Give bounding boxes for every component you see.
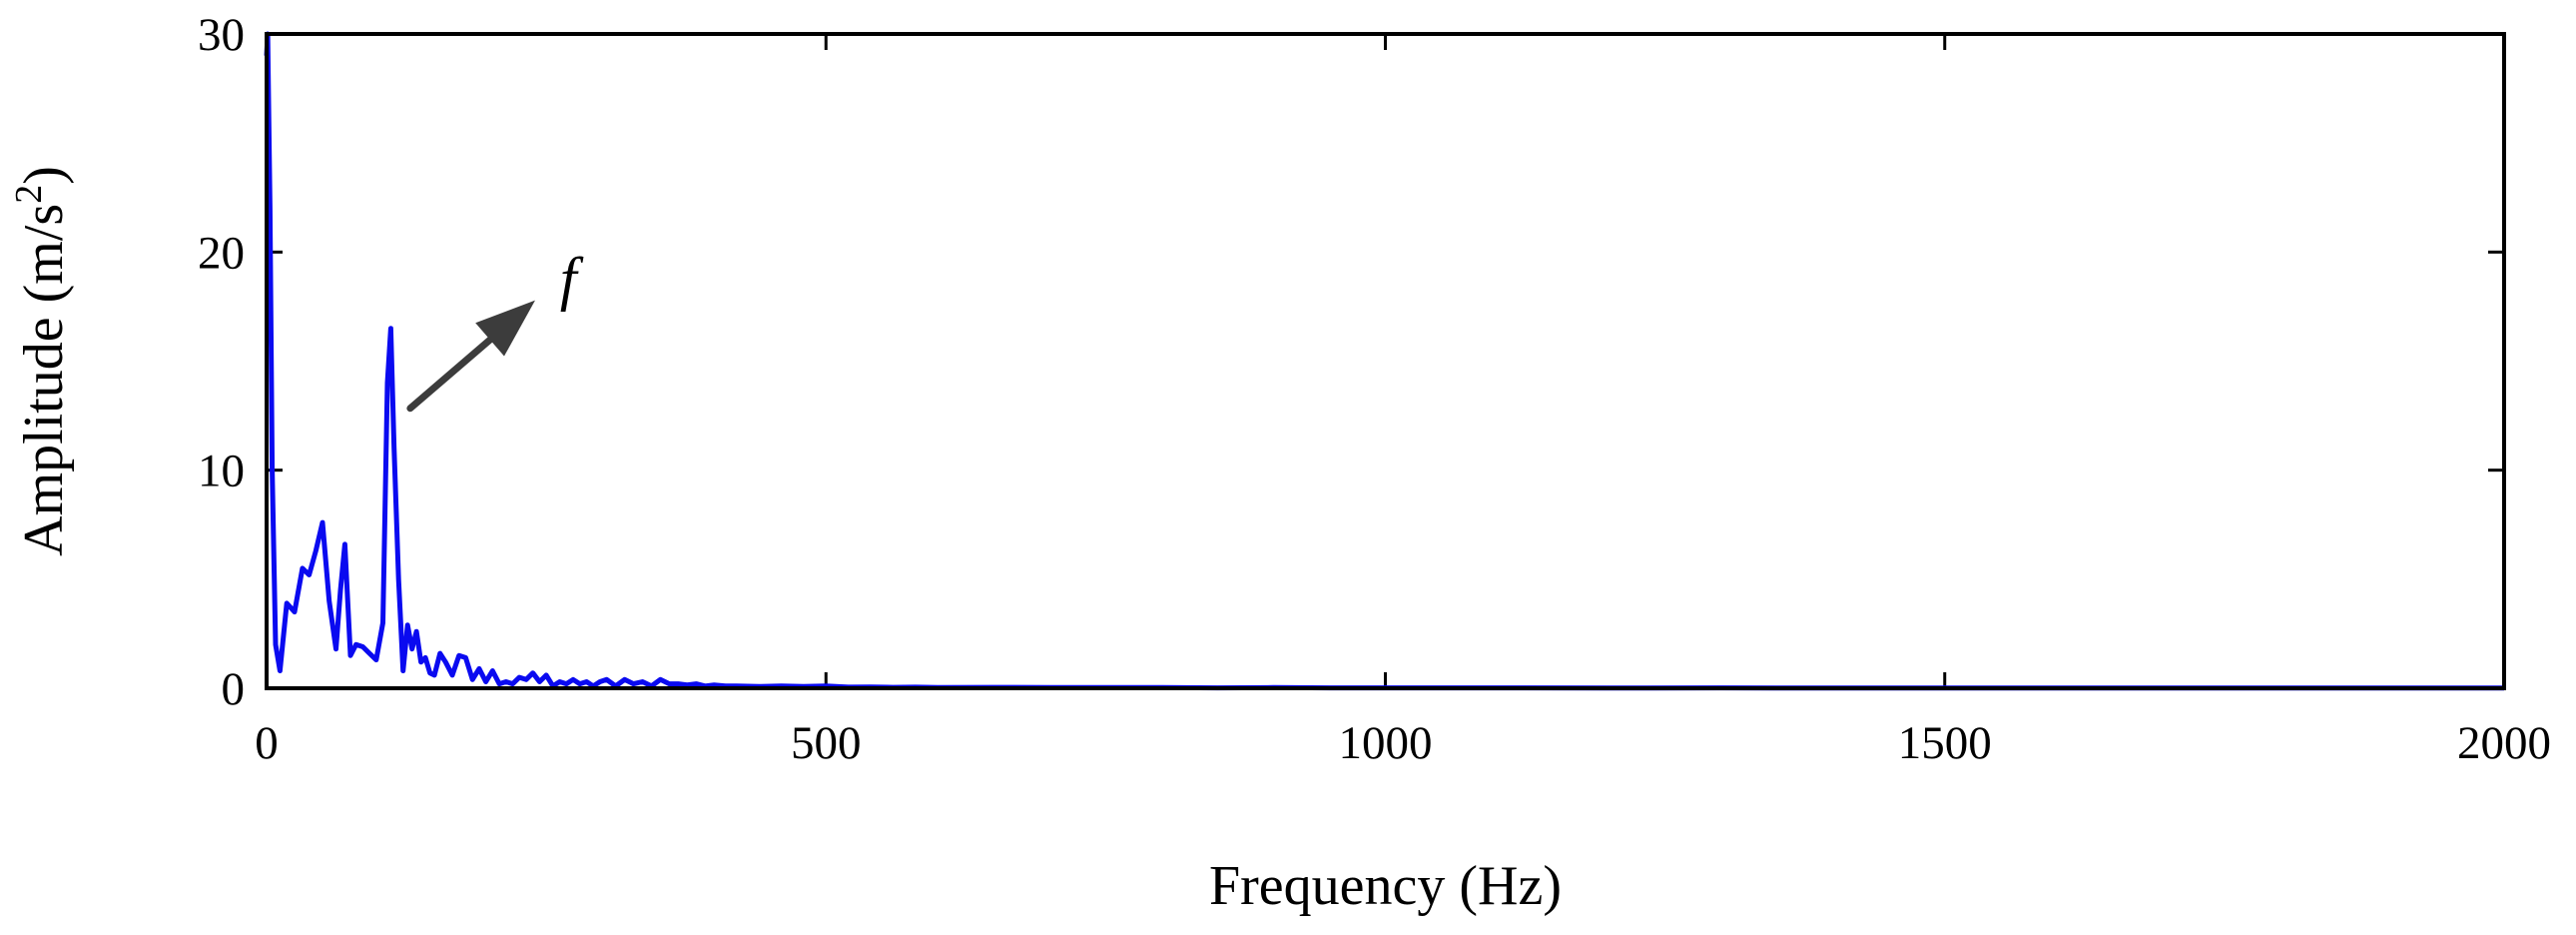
x-tick-label: 0 — [255, 717, 279, 769]
axis-ticks — [265, 32, 2506, 690]
x-tick-label: 1000 — [1339, 717, 1433, 769]
y-axis-label-tail: ) — [13, 166, 75, 185]
x-tick-label: 2000 — [2457, 717, 2551, 769]
y-tick-label: 0 — [222, 663, 246, 715]
y-tick-label: 20 — [198, 227, 245, 279]
x-tick-label: 500 — [791, 717, 862, 769]
annotation-arrow — [406, 326, 506, 413]
annotation-arrow-head — [475, 300, 535, 357]
annotation-label: f — [560, 246, 584, 312]
y-tick-label: 10 — [198, 446, 245, 497]
series-line — [264, 31, 2504, 691]
y-axis-label-base: Amplitude (m/s — [13, 204, 75, 556]
axis-tick-labels: 0 500 1000 1500 2000 0 10 20 30 — [198, 9, 2551, 769]
plot-frame — [265, 32, 2506, 690]
y-axis-label-sup: 2 — [8, 185, 50, 204]
y-tick-label: 30 — [198, 9, 245, 61]
x-tick-label: 1500 — [1898, 717, 1992, 769]
y-axis-label: Amplitude (m/s2) — [8, 166, 75, 556]
x-axis-label: Frequency (Hz) — [1209, 855, 1562, 917]
